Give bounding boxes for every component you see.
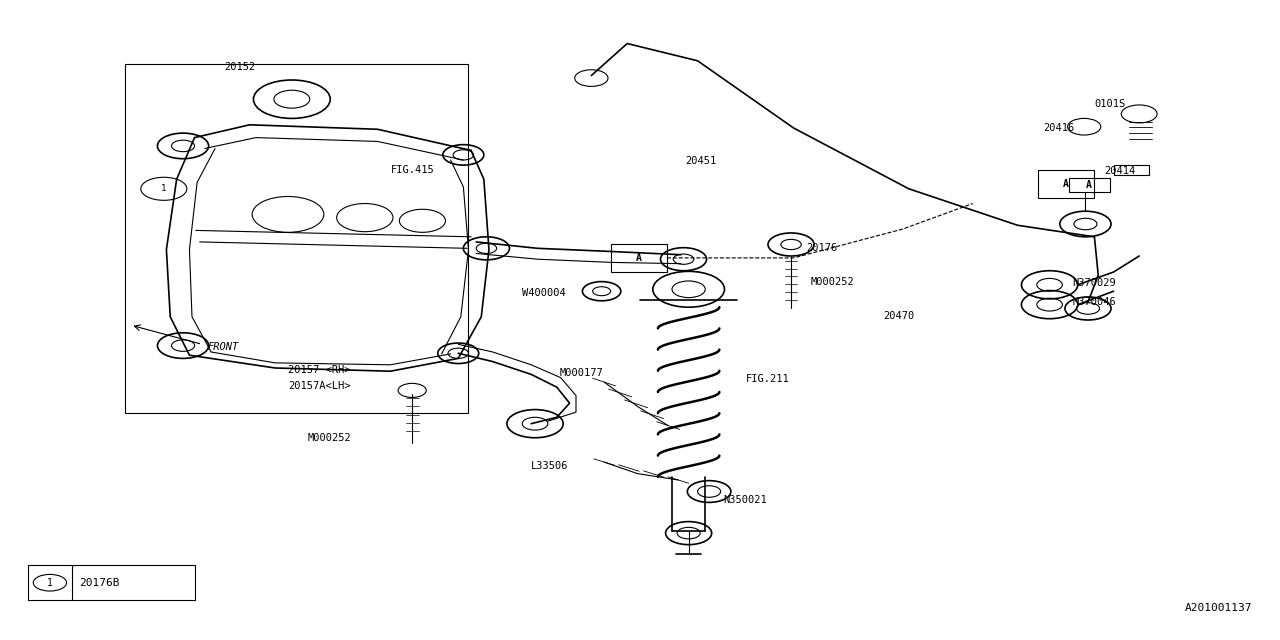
Text: FIG.211: FIG.211 bbox=[746, 374, 790, 384]
Bar bbox=[1114, 165, 1149, 175]
Text: A: A bbox=[1087, 180, 1092, 190]
Text: FIG.415: FIG.415 bbox=[390, 164, 434, 175]
Text: M000177: M000177 bbox=[559, 368, 603, 378]
Text: A: A bbox=[1064, 179, 1069, 189]
Text: 20157 <RH>: 20157 <RH> bbox=[288, 365, 351, 375]
Bar bbox=[611, 244, 667, 272]
Text: 20414: 20414 bbox=[1105, 166, 1135, 176]
Text: W400004: W400004 bbox=[522, 288, 566, 298]
Bar bbox=[28, 565, 195, 600]
Text: N370029: N370029 bbox=[1073, 278, 1116, 288]
Text: 20176B: 20176B bbox=[79, 578, 120, 588]
Text: 1: 1 bbox=[161, 184, 166, 193]
Text: 20470: 20470 bbox=[883, 310, 914, 321]
Text: M000252: M000252 bbox=[810, 276, 854, 287]
Text: M000252: M000252 bbox=[307, 433, 351, 444]
Bar bbox=[1069, 178, 1110, 192]
Text: A201001137: A201001137 bbox=[1184, 603, 1252, 613]
Text: 20152: 20152 bbox=[224, 62, 255, 72]
Text: 20451: 20451 bbox=[685, 156, 716, 166]
Text: 20416: 20416 bbox=[1043, 123, 1074, 133]
Text: 20176: 20176 bbox=[806, 243, 837, 253]
Text: N350021: N350021 bbox=[723, 495, 767, 506]
Text: FRONT: FRONT bbox=[207, 342, 238, 352]
Text: M370046: M370046 bbox=[1073, 297, 1116, 307]
Text: 1: 1 bbox=[47, 578, 52, 588]
Text: 20157A<LH>: 20157A<LH> bbox=[288, 381, 351, 391]
Bar bbox=[125, 64, 468, 413]
Text: 0101S: 0101S bbox=[1094, 99, 1125, 109]
Bar bbox=[1038, 170, 1094, 198]
Text: A: A bbox=[636, 253, 641, 263]
Text: L33506: L33506 bbox=[531, 461, 568, 471]
